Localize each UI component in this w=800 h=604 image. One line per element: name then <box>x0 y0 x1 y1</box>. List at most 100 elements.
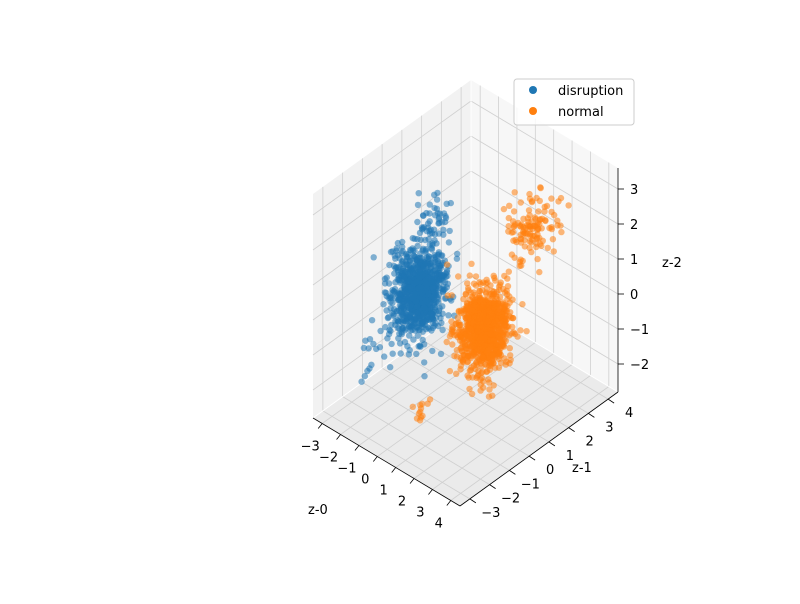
data-point-disruption <box>360 344 368 352</box>
data-point-disruption <box>381 353 388 360</box>
data-point-normal <box>466 367 474 374</box>
data-point-normal <box>426 396 434 403</box>
y-axis-line <box>459 391 619 507</box>
legend-label-disruption: disruption <box>558 84 623 99</box>
data-point-normal <box>541 208 548 215</box>
x-tick-label: 0 <box>361 473 369 488</box>
data-point-normal <box>528 198 536 206</box>
data-point-disruption <box>440 226 447 234</box>
data-point-disruption <box>413 278 420 286</box>
data-point-disruption <box>438 252 445 259</box>
data-point-disruption <box>433 298 440 306</box>
data-point-normal <box>490 272 497 279</box>
data-point-disruption <box>427 261 434 268</box>
data-point-disruption <box>382 289 390 296</box>
data-point-disruption <box>384 314 392 322</box>
x-tick-label: −1 <box>337 462 356 477</box>
tick-mark <box>446 500 452 506</box>
data-point-disruption <box>416 269 424 276</box>
data-point-normal <box>477 376 484 383</box>
data-point-normal <box>449 341 456 348</box>
data-point-normal <box>469 319 476 327</box>
data-point-disruption <box>427 268 434 276</box>
data-point-disruption <box>405 277 412 285</box>
data-point-disruption <box>410 336 417 343</box>
data-point-disruption <box>398 302 405 310</box>
data-point-disruption <box>429 347 436 355</box>
data-point-normal <box>495 326 503 333</box>
data-point-normal <box>496 349 503 356</box>
data-point-disruption <box>407 284 414 292</box>
data-point-normal <box>468 390 476 398</box>
tick-mark <box>409 478 415 484</box>
x-axis-line <box>312 417 461 507</box>
data-point-normal <box>456 331 463 339</box>
series-normal <box>409 184 572 424</box>
data-point-disruption <box>423 209 430 217</box>
grid-x-floor <box>450 386 610 501</box>
data-points <box>358 184 572 424</box>
data-point-normal <box>466 272 473 279</box>
data-point-normal <box>461 311 468 318</box>
data-point-disruption <box>416 274 423 281</box>
data-point-disruption <box>370 340 377 348</box>
data-point-normal <box>474 354 481 361</box>
data-point-disruption <box>400 298 407 305</box>
data-point-normal <box>483 362 490 369</box>
data-point-disruption <box>383 307 390 314</box>
data-point-normal <box>492 277 499 284</box>
data-point-disruption <box>409 235 416 242</box>
data-point-disruption <box>412 298 420 305</box>
data-point-normal <box>454 314 462 321</box>
data-point-normal <box>554 217 561 224</box>
data-point-normal <box>536 268 543 276</box>
data-point-disruption <box>425 313 432 321</box>
data-point-normal <box>443 261 451 268</box>
tick-mark <box>469 498 477 504</box>
data-point-disruption <box>396 255 403 262</box>
data-point-normal <box>549 236 557 243</box>
data-point-normal <box>455 319 462 326</box>
data-point-disruption <box>401 338 409 346</box>
data-point-disruption <box>443 200 450 207</box>
data-point-disruption <box>399 311 406 318</box>
data-point-disruption <box>410 270 417 277</box>
grid-z-back <box>470 205 619 295</box>
data-point-normal <box>528 248 535 256</box>
data-point-normal <box>457 345 464 352</box>
data-point-normal <box>489 392 496 399</box>
data-point-normal <box>525 207 533 214</box>
data-point-normal <box>490 319 497 327</box>
data-point-normal <box>476 292 483 299</box>
data-point-disruption <box>426 201 433 208</box>
data-point-disruption <box>414 201 422 209</box>
data-point-normal <box>554 222 561 229</box>
grid-z-back <box>470 170 619 260</box>
y-tick-label: 1 <box>566 449 574 464</box>
data-point-disruption <box>381 275 389 283</box>
data-point-normal <box>481 296 489 303</box>
data-point-normal <box>472 273 480 280</box>
data-point-normal <box>453 370 460 377</box>
data-point-normal <box>448 292 455 299</box>
data-point-disruption <box>434 189 441 197</box>
data-point-normal <box>511 189 518 196</box>
data-point-normal <box>520 215 527 222</box>
data-point-normal <box>446 333 454 340</box>
data-point-normal <box>550 248 557 255</box>
data-point-disruption <box>389 309 396 317</box>
data-point-normal <box>504 296 511 303</box>
data-point-normal <box>510 208 518 215</box>
data-point-disruption <box>382 323 389 331</box>
tick-mark <box>489 484 496 489</box>
data-point-normal <box>494 309 502 316</box>
data-point-disruption <box>406 323 413 330</box>
data-point-normal <box>539 215 546 222</box>
data-point-normal <box>448 318 455 325</box>
data-point-disruption <box>435 230 443 237</box>
data-point-disruption <box>407 318 414 325</box>
z-tick-label: 0 <box>630 288 638 303</box>
data-point-disruption <box>413 323 420 330</box>
data-point-normal <box>484 318 492 325</box>
